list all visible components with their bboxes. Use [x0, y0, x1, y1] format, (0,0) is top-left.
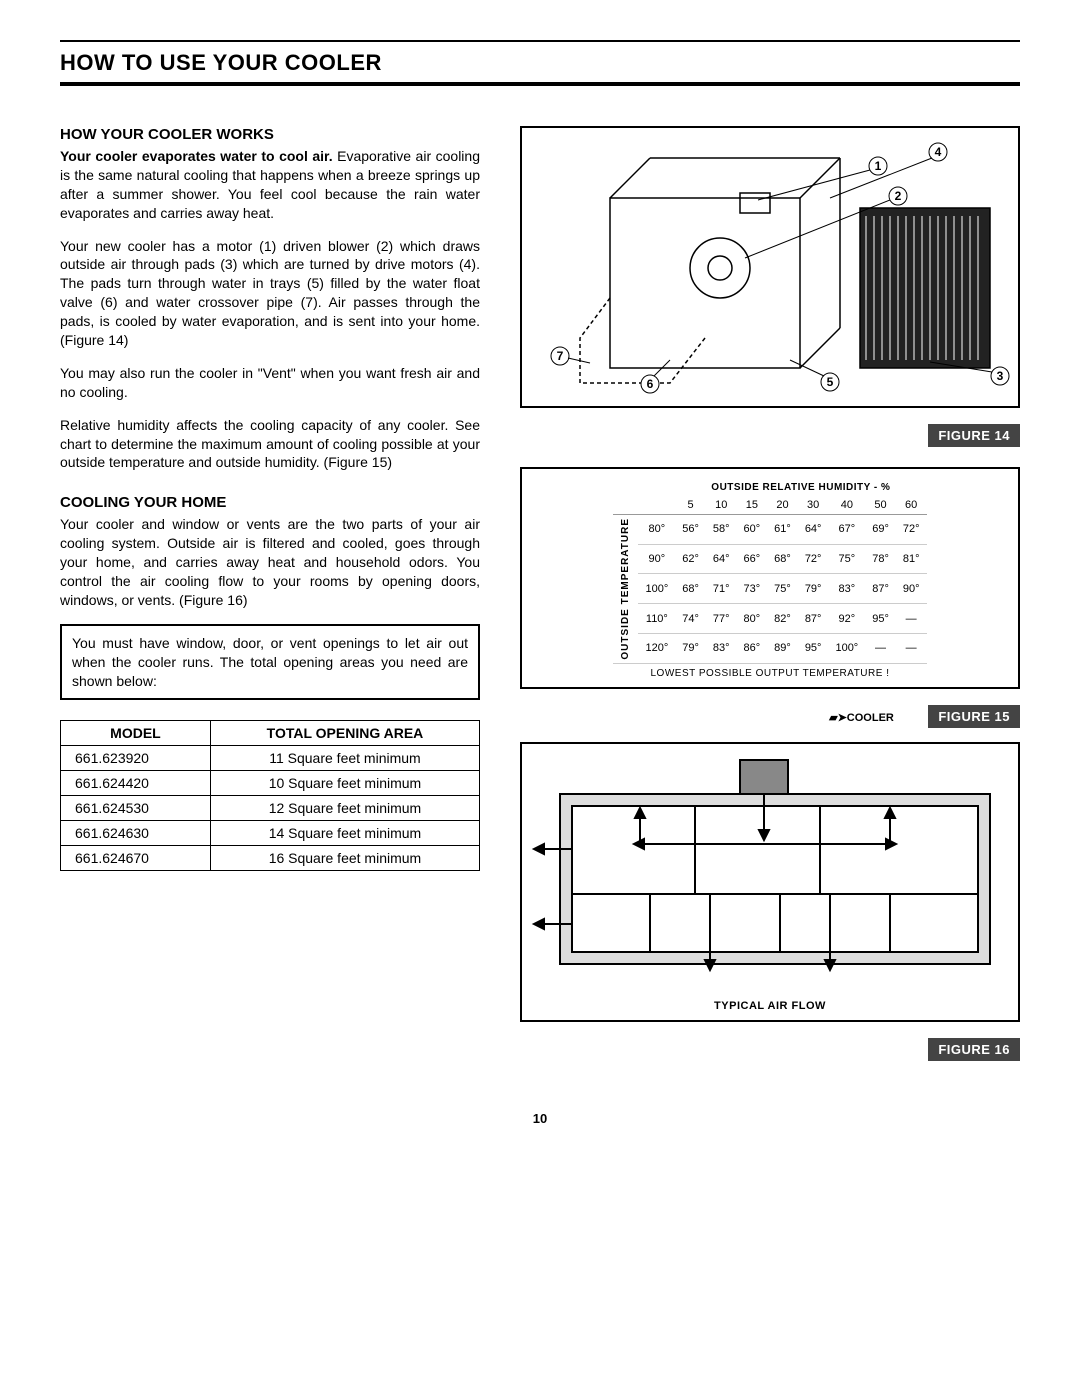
svg-text:7: 7 [557, 349, 564, 363]
table-row: 661.62392011 Square feet minimum [61, 746, 480, 771]
model-table-h2: TOTAL OPENING AREA [210, 721, 479, 746]
table-row: OUTSIDE TEMPERATURE80°56°58°60°61°64°67°… [613, 515, 926, 545]
humidity-side-header: OUTSIDE TEMPERATURE [613, 515, 638, 664]
table-row: 90°62°64°66°68°72°75°78°81° [613, 544, 926, 574]
humidity-caption: LOWEST POSSIBLE OUTPUT TEMPERATURE ! [530, 668, 1010, 679]
table-row: 100°68°71°73°75°79°83°87°90° [613, 574, 926, 604]
humidity-table: OUTSIDE RELATIVE HUMIDITY - % 5 10 15 20… [613, 479, 926, 664]
table-row: 661.62467016 Square feet minimum [61, 846, 480, 871]
hc7: 60 [896, 496, 927, 515]
callout-box: You must have window, door, or vent open… [60, 624, 480, 701]
page-number: 10 [60, 1111, 1020, 1126]
figure-15-box: OUTSIDE RELATIVE HUMIDITY - % 5 10 15 20… [520, 467, 1020, 689]
right-column: 1 2 4 3 5 6 7 [520, 126, 1020, 1061]
section2-heading: COOLING YOUR HOME [60, 494, 480, 511]
svg-text:4: 4 [935, 145, 942, 159]
hc2: 15 [737, 496, 768, 515]
section1-p3: You may also run the cooler in "Vent" wh… [60, 364, 480, 402]
hc5: 40 [828, 496, 865, 515]
figure-15-label: FIGURE 15 [928, 705, 1020, 728]
cooler-pointer-label: ▰➤COOLER [829, 712, 894, 724]
section2-p1: Your cooler and window or vents are the … [60, 515, 480, 609]
figure-16-label: FIGURE 16 [928, 1038, 1020, 1061]
table-row: 661.62442010 Square feet minimum [61, 771, 480, 796]
svg-text:5: 5 [827, 375, 834, 389]
cooler-diagram: 1 2 4 3 5 6 7 [530, 138, 1010, 398]
table-row: 661.62463014 Square feet minimum [61, 821, 480, 846]
table-row: 110°74°77°80°82°87°92°95°— [613, 604, 926, 634]
section1-p2: Your new cooler has a motor (1) driven b… [60, 237, 480, 350]
svg-text:6: 6 [647, 377, 654, 391]
model-table-h1: MODEL [61, 721, 211, 746]
hc3: 20 [767, 496, 798, 515]
table-row: 661.62453012 Square feet minimum [61, 796, 480, 821]
hc1: 10 [706, 496, 737, 515]
svg-text:3: 3 [997, 369, 1004, 383]
section1-p1: Your cooler evaporates water to cool air… [60, 147, 480, 223]
table-row: 120°79°83°86°89°95°100°—— [613, 633, 926, 663]
hc0: 5 [675, 496, 706, 515]
figure-16-box: TYPICAL AIR FLOW [520, 742, 1020, 1022]
section1-lead: Your cooler evaporates water to cool air… [60, 148, 333, 164]
humidity-top-header: OUTSIDE RELATIVE HUMIDITY - % [675, 479, 926, 496]
section1-p4: Relative humidity affects the cooling ca… [60, 416, 480, 473]
model-table: MODEL TOTAL OPENING AREA 661.62392011 Sq… [60, 720, 480, 871]
hc6: 50 [865, 496, 896, 515]
hc4: 30 [798, 496, 829, 515]
page-title: HOW TO USE YOUR COOLER [60, 40, 1020, 86]
figure-16-caption: TYPICAL AIR FLOW [530, 1000, 1010, 1012]
left-column: HOW YOUR COOLER WORKS Your cooler evapor… [60, 126, 480, 1061]
figure-14-label: FIGURE 14 [928, 424, 1020, 447]
airflow-diagram [530, 754, 1010, 994]
section1-heading: HOW YOUR COOLER WORKS [60, 126, 480, 143]
figure-14-box: 1 2 4 3 5 6 7 [520, 126, 1020, 408]
svg-text:1: 1 [875, 159, 882, 173]
svg-text:2: 2 [895, 189, 902, 203]
